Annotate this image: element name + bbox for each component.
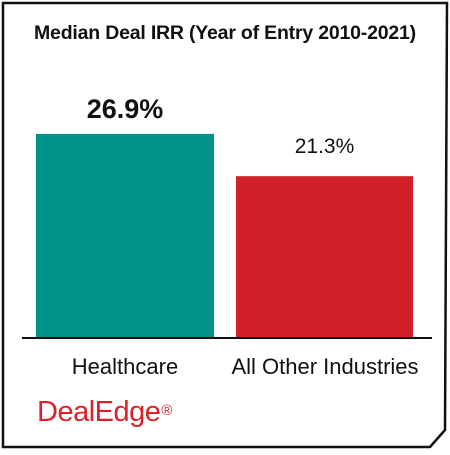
data-label-all-other-industries: 21.3% [295, 135, 355, 158]
data-label-healthcare: 26.9% [87, 94, 164, 124]
chart-title: Median Deal IRR (Year of Entry 2010-2021… [34, 22, 416, 44]
bar-all-other-industries [236, 176, 413, 337]
brand-name: DealEdge [37, 396, 161, 428]
registered-mark: ® [161, 402, 172, 419]
category-label-all-other-industries: All Other Industries [231, 354, 418, 379]
category-label-healthcare: Healthcare [72, 354, 178, 379]
bar-healthcare [36, 133, 214, 337]
dealedge-logo: DealEdge® [37, 396, 172, 429]
